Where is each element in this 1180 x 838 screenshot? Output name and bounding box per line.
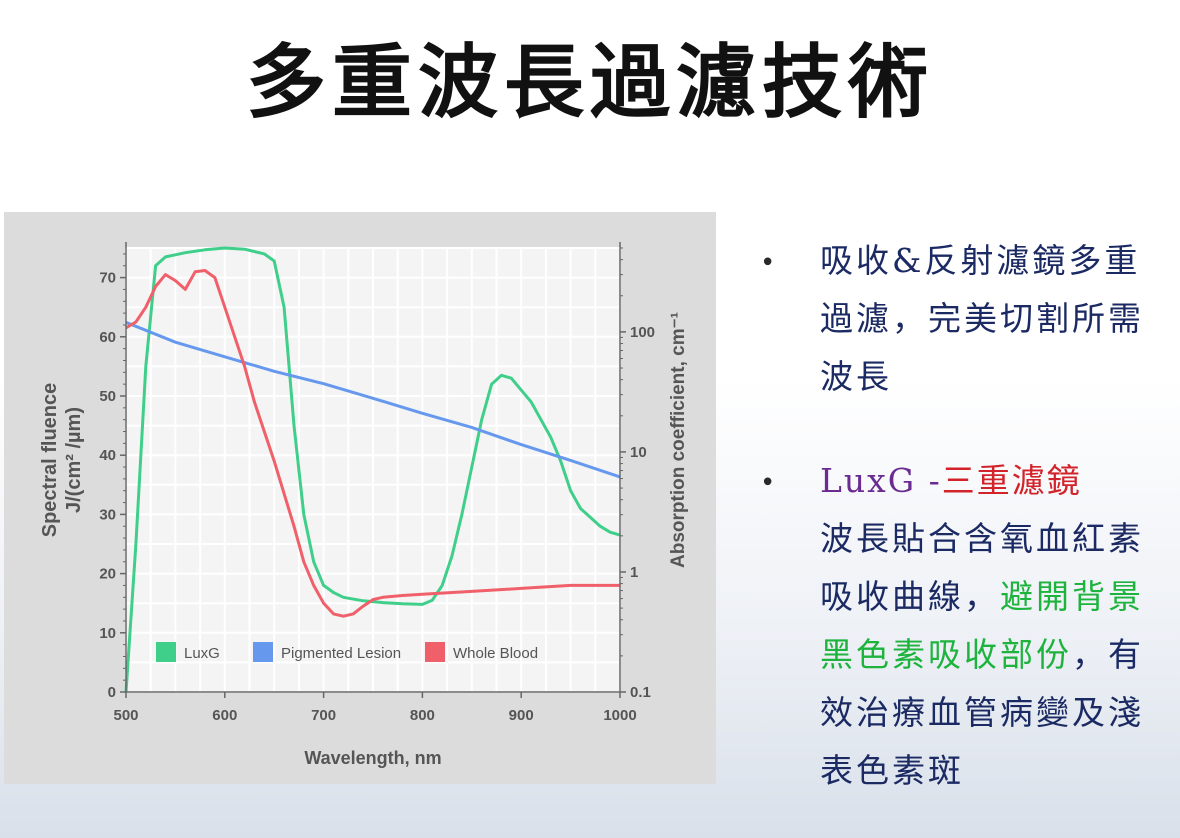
y-left-tick-label: 30 — [99, 506, 116, 523]
legend-swatch-0 — [156, 642, 176, 662]
chart-grid — [125, 247, 621, 693]
legend-label-1: Pigmented Lesion — [281, 645, 401, 662]
bullet-luxg: • LuxG -三重濾鏡 — [760, 452, 1170, 510]
x-tick-label: 700 — [311, 707, 336, 724]
x-tick-label: 1000 — [603, 707, 636, 724]
luxg-description: 波長貼合含氧血紅素吸收曲線，避開背景黑色素吸收部份，有效治療血管病變及淺表色素斑 — [760, 510, 1170, 800]
y-right-tick-label: 100 — [630, 324, 655, 341]
chart-legend: LuxG Pigmented Lesion Whole Blood — [156, 642, 538, 662]
y-left-tick-label: 40 — [99, 447, 116, 464]
x-axis-title: Wavelength, nm — [304, 748, 441, 768]
luxg-description-part-2: ，有效治療血管病變及淺表色素斑 — [820, 635, 1144, 790]
bullet-icon: • — [760, 248, 779, 278]
x-tick-label: 500 — [113, 707, 138, 724]
chart-axes: 500 600 700 800 900 1000 0 10 20 30 40 50 60 70 0.1 1 10… — [39, 242, 689, 768]
triple-filter-label: 三重濾鏡 — [941, 461, 1082, 500]
luxg-description-highlight: 避開背景黑色素吸收部份 — [820, 577, 1144, 674]
y-right-tick-label: 1 — [630, 564, 638, 581]
y-left-tick-label: 70 — [99, 270, 116, 287]
bullet-filter-description: • 吸收&反射濾鏡多重過濾，完美切割所需波長 — [760, 232, 1170, 406]
bullet-icon: • — [760, 468, 778, 498]
x-tick-label: 600 — [212, 707, 237, 724]
series-line-1 — [125, 321, 621, 479]
x-tick-label: 900 — [509, 707, 534, 724]
chart-canvas: 500 600 700 800 900 1000 0 10 20 30 40 50 60 70 0.1 1 10… — [39, 242, 689, 768]
y-right-tick-label: 10 — [630, 444, 647, 461]
y-left-tick-label: 10 — [99, 625, 116, 642]
series-line-2 — [125, 269, 620, 618]
y-left-tick-label: 0 — [108, 684, 116, 701]
y-right-tick-label: 0.1 — [630, 684, 651, 701]
y-left-axis-title-line1: Spectral fluence — [39, 383, 61, 538]
series-line-0 — [124, 246, 621, 693]
legend-label-0: LuxG — [184, 645, 220, 662]
y-right-axis-title: Absorption coefficient, cm⁻¹ — [668, 312, 689, 568]
legend-swatch-1 — [253, 642, 273, 662]
bullet-list: • 吸收&反射濾鏡多重過濾，完美切割所需波長 • LuxG -三重濾鏡 波長貼合… — [760, 232, 1170, 800]
x-tick-label: 800 — [410, 707, 435, 724]
y-left-tick-label: 20 — [99, 566, 116, 583]
legend-label-2: Whole Blood — [453, 645, 538, 662]
spectral-chart: 500 600 700 800 900 1000 0 10 20 30 40 50 60 70 0.1 1 10… — [4, 212, 716, 784]
page-title: 多重波長過濾技術 — [246, 35, 934, 129]
legend-swatch-2 — [425, 642, 445, 662]
bullet-text: 吸收&反射濾鏡多重過濾，完美切割所需波長 — [820, 241, 1144, 396]
luxg-label: LuxG - — [820, 461, 942, 500]
luxg-description-part-1: 波長貼合含氧血紅素吸收曲線， — [820, 519, 1144, 616]
y-left-axis-title-line2: J/(cm² /µm) — [63, 407, 85, 513]
y-left-tick-label: 50 — [99, 388, 116, 405]
y-left-tick-label: 60 — [99, 329, 116, 346]
chart-series — [124, 246, 621, 693]
